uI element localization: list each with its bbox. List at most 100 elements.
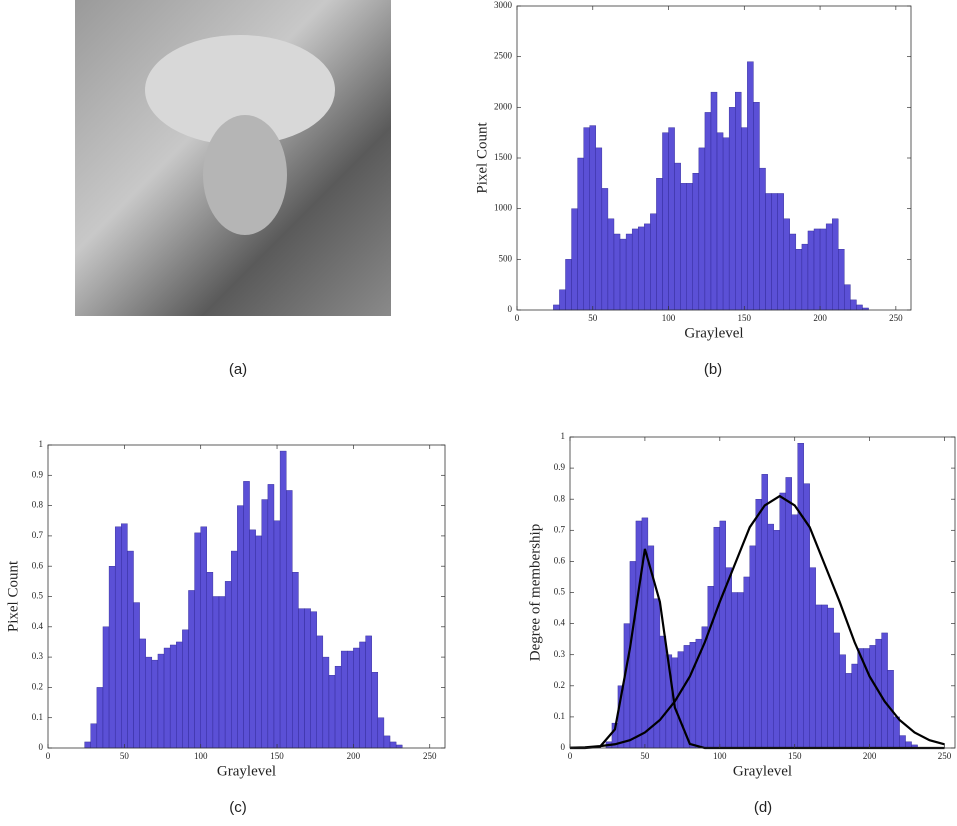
bar (662, 132, 669, 311)
bar (716, 132, 724, 311)
x-tick-label: 50 (588, 313, 598, 323)
bar (725, 567, 732, 749)
y-tick-label: 0.5 (554, 587, 566, 597)
bar (583, 127, 590, 311)
bar (389, 741, 397, 749)
bar (577, 157, 584, 311)
bar (737, 592, 744, 749)
bar (261, 499, 269, 749)
y-axis-label: Degree of membership (527, 524, 543, 661)
bar (893, 716, 900, 749)
y-tick-label: 0.4 (554, 618, 566, 628)
bar (838, 248, 845, 311)
bar (833, 632, 840, 749)
bar (832, 218, 839, 311)
bar (133, 602, 140, 749)
bar (899, 735, 906, 749)
bar (365, 635, 372, 749)
bar (719, 520, 726, 749)
membership-curve (569, 494, 945, 749)
bar (631, 228, 639, 311)
bar (553, 304, 560, 311)
bar (815, 604, 822, 749)
x-tick-label: 200 (813, 313, 827, 323)
bar (237, 505, 244, 749)
caption: (c) (229, 799, 247, 816)
bar (710, 91, 718, 311)
x-tick-label: 0 (568, 751, 573, 761)
bar (96, 687, 104, 749)
bar (340, 650, 348, 749)
y-tick-label: 0.3 (32, 651, 44, 661)
y-tick-label: 3000 (494, 0, 513, 10)
bar (629, 561, 637, 749)
bar (689, 642, 697, 749)
bar (795, 248, 803, 311)
bar (286, 490, 293, 749)
bar (194, 532, 201, 749)
bar (638, 226, 645, 311)
bar (845, 673, 852, 749)
bar (182, 629, 189, 749)
bar (249, 529, 256, 749)
bar (279, 450, 287, 749)
bar (797, 443, 804, 749)
x-tick-label: 50 (640, 751, 650, 761)
bar (668, 127, 675, 311)
y-tick-label: 0.7 (554, 524, 566, 534)
bar (231, 550, 238, 749)
photo-face (203, 115, 287, 235)
bar (644, 223, 651, 311)
y-tick-label: 0.2 (554, 680, 565, 690)
bar (850, 299, 857, 311)
bar (827, 607, 834, 749)
bar (813, 228, 821, 311)
bar (704, 112, 712, 311)
bar (773, 530, 780, 749)
bar (635, 520, 643, 749)
bar (722, 137, 730, 311)
bar (650, 213, 657, 311)
y-tick-label: 500 (499, 253, 513, 263)
bar (353, 647, 360, 749)
y-tick-label: 0.7 (32, 530, 44, 540)
x-tick-label: 200 (863, 751, 877, 761)
bar (310, 611, 317, 749)
y-tick-label: 0.1 (554, 711, 565, 721)
bar (759, 167, 766, 311)
y-tick-label: 0.4 (32, 621, 44, 631)
bar (743, 576, 750, 749)
y-tick-label: 0.8 (554, 493, 566, 503)
bar (779, 492, 786, 749)
bar (589, 125, 597, 311)
y-tick-label: 0 (561, 742, 566, 752)
y-tick-label: 0.6 (32, 560, 44, 570)
bar (218, 596, 226, 749)
bar (328, 675, 336, 749)
bar (347, 650, 354, 749)
bar (334, 665, 342, 749)
bar (623, 623, 631, 749)
bar (881, 632, 888, 749)
bar (869, 645, 876, 749)
x-tick-label: 150 (270, 751, 284, 761)
y-tick-label: 0 (39, 742, 44, 752)
bar (200, 526, 207, 749)
bar (273, 520, 281, 749)
bar (821, 604, 828, 749)
y-tick-label: 0.9 (554, 462, 566, 472)
y-tick-label: 0.6 (554, 555, 566, 565)
bar (613, 233, 621, 311)
bar (713, 526, 721, 749)
bar (371, 672, 379, 749)
bar (801, 243, 809, 311)
bar (571, 208, 578, 311)
bar (316, 635, 324, 749)
bar (707, 586, 715, 749)
bar (807, 230, 815, 311)
bar (692, 172, 700, 311)
bar (765, 193, 772, 311)
y-tick-label: 0.8 (32, 500, 44, 510)
x-axis-label: Graylevel (733, 763, 792, 779)
